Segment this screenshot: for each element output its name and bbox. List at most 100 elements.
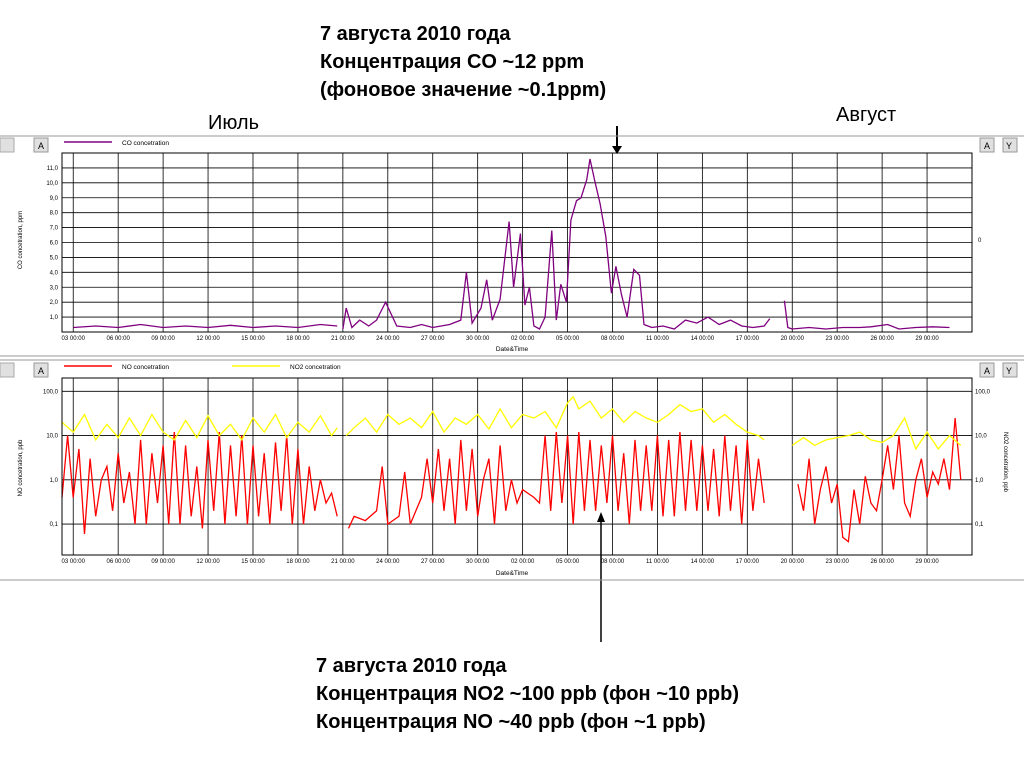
no-xtick-label: 03 00:00 (62, 559, 86, 565)
no-series-1-line (791, 416, 962, 451)
co-xtick-label: 18 00:00 (286, 336, 310, 342)
co-xtick-label: 11 00:00 (646, 336, 670, 342)
co-xtick-label: 02 00:00 (511, 336, 535, 342)
no-xtick-label: 12 00:00 (196, 559, 220, 565)
no2-ytick-labels: 0,1 1,0 10,0 100,0 (975, 389, 991, 528)
no-ytick-label-right: 0,1 (975, 522, 984, 528)
co-ytick-label: 6,0 (50, 241, 59, 247)
co-ytick-labels: 1,0 2,0 3,0 4,0 5,0 6,0 7,0 8,0 9,0 10,0 11,0 (46, 166, 58, 321)
co-xtick-label: 26 00:00 (870, 336, 894, 342)
co-xtick-label: 30 00:00 (466, 336, 490, 342)
co-xtick-label: 14 00:00 (691, 336, 715, 342)
no-series (61, 395, 962, 543)
co-ytick-label: 2,0 (50, 300, 59, 306)
co-ytick-label: 11,0 (47, 166, 59, 172)
no-grid (62, 378, 972, 555)
no-left-scrollbar[interactable] (0, 362, 15, 378)
co-xtick-label: 20 00:00 (781, 336, 805, 342)
no-right-scale-button-label: A (984, 366, 990, 376)
no-xtick-labels: 03 00:00 06 00:00 09 00:00 12 00:00 15 00:00… (62, 559, 940, 565)
month-label-august: Август (836, 104, 897, 126)
co-xtick-label: 21 00:00 (331, 336, 355, 342)
co-ytick-label: 9,0 (50, 196, 59, 202)
no-series-0-line (347, 432, 765, 529)
co-xtick-labels: 03 00:00 06 00:00 09 00:00 12 00:00 15 00:00… (62, 336, 940, 342)
co-ylabel: CO concetration, ppm (18, 211, 24, 269)
co-scale-button[interactable] (33, 137, 49, 153)
no2-legend-label: NO2 concetration (290, 364, 341, 371)
no-series-1-line (61, 413, 338, 442)
co-chart-panel: A A Y CO concetration CO concetration, p… (0, 135, 1024, 357)
co-ytick-label: 10,0 (46, 181, 58, 187)
no-xtick-label: 24 00:00 (376, 559, 400, 565)
co-ytick-label: 5,0 (50, 255, 59, 261)
co-grid (62, 153, 972, 332)
no-xtick-label: 30 00:00 (466, 559, 490, 565)
no-legend-label: NO concetration (122, 364, 169, 371)
no-xtick-label: 06 00:00 (106, 559, 130, 565)
bottom-annotation-line: 7 августа 2010 года (316, 655, 507, 677)
top-arrow-head (612, 146, 622, 154)
no-chart-panel: A A Y NO concetration NO2 concetration N… (0, 359, 1024, 581)
co-right-scale-button-label: A (984, 141, 990, 151)
top-annotation-line: Концентрация CO ~12 ppm (320, 51, 585, 73)
co-xtick-label: 09 00:00 (151, 336, 175, 342)
no-ylabel: NO concetration, ppb (18, 439, 24, 496)
co-series-0-line (342, 158, 771, 330)
no-xtick-label: 20 00:00 (781, 559, 805, 565)
no-ytick-label-right: 1,0 (975, 478, 984, 484)
co-ytick-label: 8,0 (50, 211, 59, 217)
no-ytick-label: 1,0 (50, 478, 59, 484)
co-ytick-label: 4,0 (50, 270, 59, 276)
no-right-scale-button[interactable] (979, 362, 995, 378)
no-plot-border (61, 377, 973, 556)
co-series-0-line (73, 323, 338, 329)
no-xtick-label: 29 00:00 (915, 559, 939, 565)
no-xlabel: Date&Time (496, 570, 529, 577)
no-ytick-label-right: 100,0 (975, 389, 991, 395)
top-annotation: 7 августа 2010 года Концентрация CO ~12 … (320, 20, 606, 104)
no-axis-button-label: Y (1006, 366, 1012, 376)
co-right-scale-button[interactable] (979, 137, 995, 153)
co-xtick-label: 17 00:00 (736, 336, 760, 342)
no-xtick-label: 15 00:00 (241, 559, 265, 565)
co-xtick-label: 08 00:00 (601, 336, 625, 342)
no-ytick-labels: 0,1 1,0 10,0 100,0 (43, 389, 59, 528)
no2-ylabel: NO2 concetration, ppb (1002, 432, 1008, 493)
no-xtick-label: 08 00:00 (601, 559, 625, 565)
top-annotation-line: (фоновое значение ~0.1ppm) (320, 79, 607, 101)
co-xtick-label: 15 00:00 (241, 336, 265, 342)
bottom-annotation-line: Концентрация NO2 ~100 ppb (фон ~10 ppb) (316, 683, 739, 705)
bottom-arrow-head (597, 512, 605, 522)
no-scale-button-label: A (38, 366, 44, 376)
month-label-july: Июль (208, 112, 260, 134)
no-xtick-label: 17 00:00 (736, 559, 760, 565)
co-left-scrollbar[interactable] (0, 137, 15, 153)
no-xtick-label: 21 00:00 (331, 559, 355, 565)
bottom-annotation: 7 августа 2010 года Концентрация NO2 ~10… (316, 652, 739, 736)
co-xtick-label: 27 00:00 (421, 336, 445, 342)
no-xtick-label: 23 00:00 (826, 559, 850, 565)
co-xtick-label: 06 00:00 (106, 336, 130, 342)
no-xtick-label: 05 00:00 (556, 559, 580, 565)
co-xtick-label: 23 00:00 (826, 336, 850, 342)
no-xtick-label: 26 00:00 (870, 559, 894, 565)
no-series-1-line (345, 395, 765, 441)
no-series-0-line (61, 432, 338, 534)
co-xtick-label: 12 00:00 (196, 336, 220, 342)
no-xtick-label: 27 00:00 (421, 559, 445, 565)
no-axis-button[interactable] (1002, 362, 1018, 378)
top-annotation-line: 7 августа 2010 года (320, 23, 511, 45)
co-series (73, 158, 950, 330)
no-scale-button[interactable] (33, 362, 49, 378)
co-xlabel: Date&Time (496, 346, 529, 353)
co-axis-button[interactable] (1002, 137, 1018, 153)
no-xtick-label: 14 00:00 (691, 559, 715, 565)
co-series-0-line (783, 300, 950, 330)
co-ytick-label: 3,0 (50, 285, 59, 291)
co-xtick-label: 29 00:00 (915, 336, 939, 342)
no-ytick-label: 100,0 (43, 389, 59, 395)
co-xtick-label: 03 00:00 (62, 336, 86, 342)
no-ytick-label: 10,0 (46, 434, 58, 440)
